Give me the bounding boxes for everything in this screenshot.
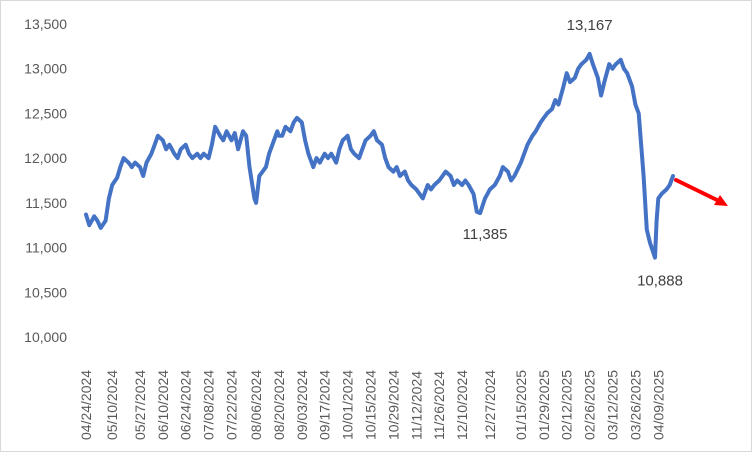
y-tick-label: 13,500 xyxy=(24,16,67,32)
x-tick-label: 09/17/2024 xyxy=(317,370,333,440)
x-tick-label: 12/27/2024 xyxy=(482,370,498,440)
series-line xyxy=(84,51,675,260)
x-tick-label: 10/01/2024 xyxy=(340,370,356,440)
y-tick-label: 12,000 xyxy=(24,150,67,166)
arrow-shaft xyxy=(674,178,719,202)
y-axis-ticks: 10,000 10,500 11,000 11,500 12,000 12,500 13,0… xyxy=(24,16,67,345)
x-tick-label: 11/12/2024 xyxy=(408,371,424,440)
y-tick-label: 10,000 xyxy=(24,329,67,345)
data-label: 13,167 xyxy=(567,17,613,34)
arrow-head xyxy=(714,195,728,206)
x-tick-label: 03/26/2025 xyxy=(627,370,643,440)
y-tick-label: 11,500 xyxy=(25,195,67,211)
y-tick-label: 13,000 xyxy=(24,61,67,77)
x-tick-label: 02/26/2025 xyxy=(582,370,598,440)
annotations: 13,167 11,385 10,888 xyxy=(463,17,683,290)
x-tick-label: 01/15/2025 xyxy=(513,370,529,440)
y-tick-label: 12,500 xyxy=(24,105,67,121)
x-tick-label: 09/03/2024 xyxy=(294,370,310,440)
x-tick-label: 05/27/2024 xyxy=(132,370,148,440)
x-tick-label: 04/09/2025 xyxy=(650,370,666,440)
y-tick-label: 11,000 xyxy=(25,240,67,256)
x-tick-label: 03/12/2025 xyxy=(605,370,621,440)
x-tick-label: 04/24/2024 xyxy=(78,370,94,440)
x-tick-label: 08/06/2024 xyxy=(248,370,264,440)
x-tick-label: 06/10/2024 xyxy=(155,370,171,440)
trend-arrow xyxy=(674,178,728,206)
x-tick-label: 10/15/2024 xyxy=(363,370,379,440)
x-axis-ticks: 04/24/2024 05/10/2024 05/27/2024 06/10/2024… xyxy=(78,370,666,440)
x-tick-label: 12/10/2024 xyxy=(454,370,470,440)
y-tick-label: 10,500 xyxy=(24,284,67,300)
data-label: 10,888 xyxy=(637,273,683,290)
x-tick-label: 07/22/2024 xyxy=(224,370,240,440)
x-tick-label: 01/29/2025 xyxy=(536,370,552,440)
x-tick-label: 11/26/2024 xyxy=(431,371,447,440)
x-tick-label: 07/08/2024 xyxy=(201,370,217,440)
x-tick-label: 05/10/2024 xyxy=(104,370,120,440)
x-tick-label: 02/12/2025 xyxy=(559,370,575,440)
data-label: 11,385 xyxy=(463,226,508,243)
series-layer xyxy=(84,51,675,260)
x-tick-label: 08/20/2024 xyxy=(271,370,287,440)
x-tick-label: 06/24/2024 xyxy=(178,370,194,440)
x-tick-label: 10/29/2024 xyxy=(385,370,401,440)
